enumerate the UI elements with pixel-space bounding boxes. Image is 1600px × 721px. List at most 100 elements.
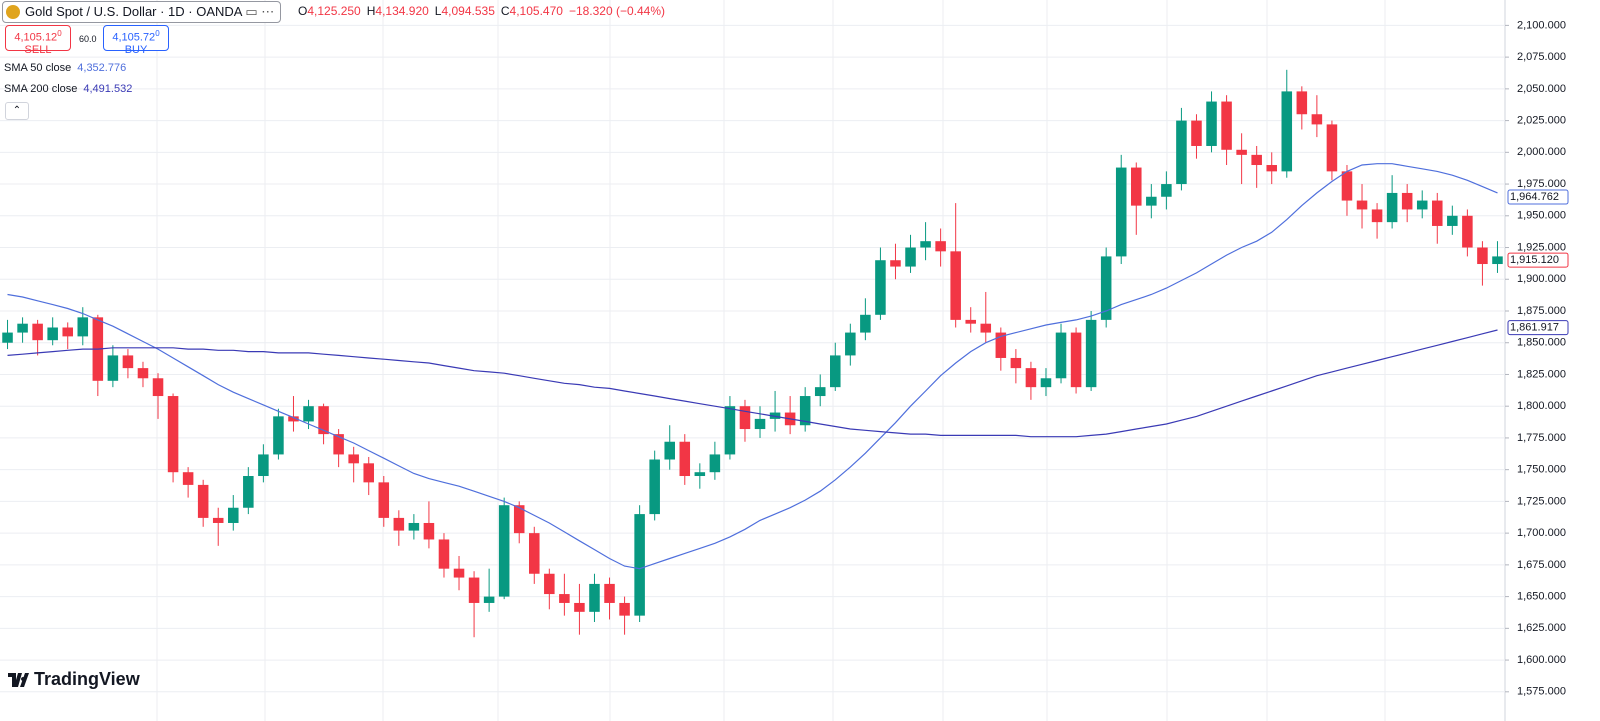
sma-legend[interactable]: SMA 200 close 4,491.532 [4,83,133,95]
candle-body [1401,192,1413,210]
price-label-box [1507,320,1569,336]
candle-body [604,583,615,603]
candle-body [995,332,1007,358]
branding: TradingView [8,669,140,690]
candle-body [860,314,871,333]
candle-body [529,533,540,574]
candle-body [965,319,976,324]
ohlc-text: C [500,4,510,18]
candle-body [619,602,630,616]
candle-body [950,251,961,320]
candle-body [1251,154,1262,166]
price-label: 1,964.762 [1510,191,1559,203]
candle-body [197,484,209,518]
sell-button[interactable]: 4,105.120 SELL [5,25,71,56]
candle-body [574,602,585,612]
y-tick-label: 1,650.000 [1517,591,1566,603]
candle-body [1266,165,1277,172]
candle-body [17,323,28,333]
candle-body [1100,256,1112,320]
candle-body [769,412,781,419]
candle-body [1236,149,1247,155]
candle-body [694,472,706,477]
price-label-box [1507,252,1569,268]
logo [8,673,29,687]
y-tick-label: 2,050.000 [1517,83,1566,95]
ohlc-text: 4,125.250 [307,4,361,18]
y-tick-label: 1,750.000 [1517,464,1566,476]
ohlc-text: L [434,4,442,18]
y-tick-label: 2,100.000 [1517,19,1566,31]
ohlc-text: 4,105.470 [509,4,563,18]
price-label: 1,861.917 [1510,322,1559,334]
candle-body [664,441,675,460]
candle-body [1462,215,1473,248]
candle-body [1416,200,1428,210]
candle-body [122,355,134,369]
candle-body [1311,114,1323,125]
sma-legend[interactable]: SMA 50 close 4,352.776 [4,62,127,74]
candle-body [348,454,359,464]
symbol-title[interactable]: Gold Spot / U.S. Dollar · 1D · OANDA ▭ ⋯ [2,1,282,23]
sma-line [7,163,1498,570]
y-tick-label: 1,975.000 [1517,178,1566,190]
candle-body [2,332,13,343]
candle-body [1447,215,1458,226]
y-tick-label: 1,575.000 [1517,686,1566,698]
candle-body [288,416,299,422]
candle-body [62,327,73,337]
candle-body [544,573,555,595]
candle-body [1010,357,1022,369]
candle-body [468,577,480,603]
candle-body [1386,192,1398,223]
ohlc-header: O4,125.250 H4,134.920 L4,094.535 C4,105.470… [298,4,671,18]
candle-body [333,434,344,455]
y-tick-label: 1,700.000 [1517,527,1566,539]
candle-body [1176,120,1187,185]
candle-body [649,459,660,515]
y-tick-label: 1,800.000 [1517,400,1566,412]
y-tick-label: 1,825.000 [1517,368,1566,380]
candle-body [559,594,570,603]
price-label: 1,915.120 [1510,254,1559,266]
buy-button[interactable]: 4,105.720 BUY [103,25,169,56]
candle-body [799,396,811,426]
candle-body [1341,171,1353,201]
candle-body [679,441,691,477]
candle-body [47,327,58,341]
candle-body [167,396,179,473]
price-label-box [1507,189,1569,205]
y-tick-label: 1,950.000 [1517,210,1566,222]
candle-body [212,517,224,523]
y-tick-label: 1,925.000 [1517,241,1566,253]
candle-body [378,482,390,518]
candle-body [1326,124,1338,172]
candle-body [137,368,149,379]
candle-body [32,323,43,341]
candle-body [724,406,736,455]
candle-body [890,260,901,267]
candle-body [1085,319,1097,388]
candle-body [920,241,931,248]
ohlc-text: O [298,4,308,18]
candle-body [1492,256,1503,265]
candle-body [875,260,886,315]
candle-body [77,317,89,337]
spread: 60.0 [79,34,97,44]
candle-body [1131,167,1142,206]
candle-body [1356,200,1368,210]
candle-body [1115,167,1127,257]
y-tick-label: 1,850.000 [1517,337,1566,349]
y-tick-label: 2,025.000 [1517,114,1566,126]
candle-body [1040,378,1052,388]
candle-body [830,355,841,388]
candle-body [243,476,254,508]
candle-body [228,507,239,523]
candle-body [498,505,510,597]
candle-body [814,387,826,397]
candle-body [1146,196,1157,206]
collapse-button[interactable]: ⌃ [5,102,29,120]
candle-body [423,522,435,540]
candle-body [634,514,645,616]
